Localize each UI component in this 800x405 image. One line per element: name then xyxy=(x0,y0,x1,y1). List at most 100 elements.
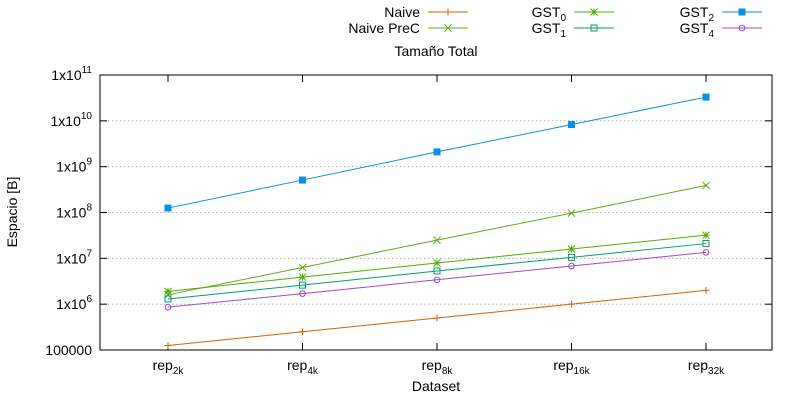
legend-label-name: Naive xyxy=(384,4,420,20)
y-tick-label: 1x109 xyxy=(56,157,92,175)
y-tick-label-base: 1x10 xyxy=(56,250,87,266)
legend-item: GST1 xyxy=(532,20,614,40)
y-axis-label: Espacio [B] xyxy=(4,177,20,248)
legend-label-name: GST xyxy=(532,20,561,36)
data-point xyxy=(568,262,575,270)
x-tick-label-subscript: 16k xyxy=(574,366,591,377)
data-point xyxy=(298,263,307,272)
y-tick-label-exponent: 6 xyxy=(86,294,92,305)
y-tick-label-exponent: 7 xyxy=(86,248,92,259)
legend-label-name: GST xyxy=(532,4,561,20)
y-tick-label-base: 1x10 xyxy=(56,296,87,312)
data-point xyxy=(164,342,172,350)
legend-item: Naive xyxy=(384,4,468,20)
x-tick-label-base: rep xyxy=(553,357,573,373)
y-tick-label-base: 1x10 xyxy=(56,205,87,221)
x-axis-ticks: rep2k rep4k rep8k rep16k rep32k xyxy=(153,75,725,377)
data-point xyxy=(164,204,172,212)
series-line xyxy=(167,251,707,308)
legend-label-subscript: 1 xyxy=(560,29,566,40)
y-tick-label-base: 1x10 xyxy=(51,113,82,129)
legend-label-name: Naive PreC xyxy=(348,20,420,36)
legend-label-subscript: 0 xyxy=(560,13,566,24)
x-tick-label-base: rep xyxy=(287,357,307,373)
data-point xyxy=(568,300,575,308)
x-tick-label: rep8k xyxy=(422,357,454,377)
y-tick-label: 1x1011 xyxy=(51,65,92,83)
legend-swatch-marker xyxy=(590,8,598,16)
chart-title: Tamaño Total xyxy=(394,43,477,59)
x-tick-label-base: rep xyxy=(688,357,708,373)
data-point xyxy=(568,253,575,261)
x-tick-label-base: rep xyxy=(422,357,442,373)
data-point xyxy=(299,281,306,289)
legend-swatch-marker xyxy=(590,24,598,32)
series-gst-4 xyxy=(164,249,710,311)
y-tick-label: 1x108 xyxy=(56,203,92,221)
legend-label-subscript: 4 xyxy=(708,29,714,40)
x-tick-label-subscript: 2k xyxy=(173,366,185,377)
data-point xyxy=(433,267,441,275)
y-tick-label-exponent: 10 xyxy=(81,111,93,122)
legend-label-subscript: 2 xyxy=(708,13,714,24)
y-tick-label-base: 1x10 xyxy=(51,67,82,83)
data-point xyxy=(164,303,172,311)
legend-label: GST4 xyxy=(680,20,715,40)
legend-item: GST4 xyxy=(680,20,762,40)
legend-label-name: GST xyxy=(680,20,709,36)
y-tick-label: 1x106 xyxy=(56,294,92,312)
data-point xyxy=(433,259,441,267)
series-line xyxy=(167,243,707,300)
y-tick-label: 1x1010 xyxy=(51,111,93,129)
series-naive xyxy=(164,286,710,350)
y-tick-label-base: 1x10 xyxy=(56,159,87,175)
y-tick-label-exponent: 9 xyxy=(86,157,92,168)
data-point xyxy=(567,209,576,217)
series-gst-0 xyxy=(164,231,710,296)
x-tick-label: rep2k xyxy=(153,357,185,377)
y-tick-label-exponent: 8 xyxy=(86,203,92,214)
data-point xyxy=(433,276,441,284)
x-tick-label-subscript: 8k xyxy=(442,366,454,377)
data-point xyxy=(702,249,710,256)
legend-swatch-marker xyxy=(738,24,746,32)
y-tick-label-base: 100000 xyxy=(45,342,92,358)
series-group xyxy=(164,93,710,350)
y-tick-label: 1x107 xyxy=(56,248,92,266)
data-point xyxy=(568,121,575,129)
x-tick-label-base: rep xyxy=(153,357,173,373)
x-tick-label-subscript: 4k xyxy=(307,366,319,377)
data-point xyxy=(433,236,441,244)
legend-label: Naive PreC xyxy=(348,20,420,36)
legend-label: GST2 xyxy=(680,4,715,24)
data-point xyxy=(702,181,710,190)
data-point xyxy=(433,314,441,322)
series-gst-1 xyxy=(164,240,710,303)
grid xyxy=(100,120,772,305)
legend-swatch-marker xyxy=(738,8,746,16)
data-point xyxy=(702,286,710,294)
data-point xyxy=(164,295,172,303)
legend-swatch-marker xyxy=(444,24,452,32)
legend-swatch-marker xyxy=(444,8,452,16)
series-naive-prec xyxy=(164,181,710,299)
legend-item: Naive PreC xyxy=(348,20,468,36)
legend-label: GST0 xyxy=(532,4,567,24)
data-point xyxy=(702,93,710,101)
data-point xyxy=(299,176,306,184)
data-point xyxy=(299,290,306,297)
data-point xyxy=(702,240,710,248)
x-axis-label: Dataset xyxy=(412,378,460,394)
legend-item: GST0 xyxy=(532,4,614,24)
series-gst-2 xyxy=(164,93,710,212)
data-point xyxy=(567,245,576,253)
x-tick-label: rep16k xyxy=(553,357,590,377)
legend-item: GST2 xyxy=(680,4,762,24)
y-tick-label-exponent: 11 xyxy=(82,65,93,76)
data-point xyxy=(702,231,710,240)
data-point xyxy=(298,273,307,281)
